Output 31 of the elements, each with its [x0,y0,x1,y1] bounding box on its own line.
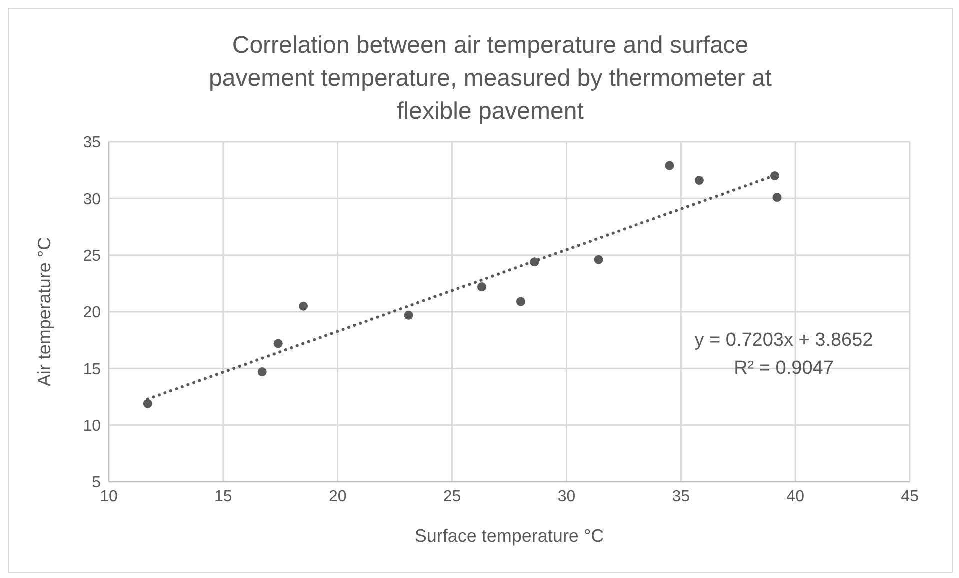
x-axis-title: Surface temperature °C [414,526,604,546]
point [516,297,526,306]
y-tick-label: 10 [83,418,102,436]
chart-title: Correlation between air temperature and surface pavement temperature, measured by thermometer at flexible pavement [208,31,773,127]
y-tick-label: 5 [92,474,102,492]
y-axis-title: Air temperature °C [34,237,54,387]
point [478,282,487,292]
x-tick-label: 20 [328,488,347,506]
point [299,302,308,311]
point [143,399,152,408]
y-tick-label: 15 [83,361,102,378]
point [594,255,604,264]
x-tick-label: 15 [214,488,232,506]
point [404,310,414,320]
point [258,368,267,377]
y-tick-label: 35 [83,134,102,152]
x-tick-label: 10 [100,488,118,506]
point [665,161,674,170]
y-tick-label: 25 [83,248,102,266]
y-tick-label: 30 [83,191,102,208]
annotation: y = 0.7203x + 3.8652 [694,329,874,353]
x-tick-label: 45 [901,488,919,506]
x-tick-label: 30 [558,488,576,506]
point [772,193,782,202]
annotation: R² = 0.9047 [733,357,835,381]
x-tick-label: 35 [672,488,690,506]
point [694,176,704,186]
point [274,339,283,348]
x-tick-label: 40 [786,488,805,506]
x-tick-label: 25 [443,488,462,506]
y-tick-label: 20 [83,304,102,322]
